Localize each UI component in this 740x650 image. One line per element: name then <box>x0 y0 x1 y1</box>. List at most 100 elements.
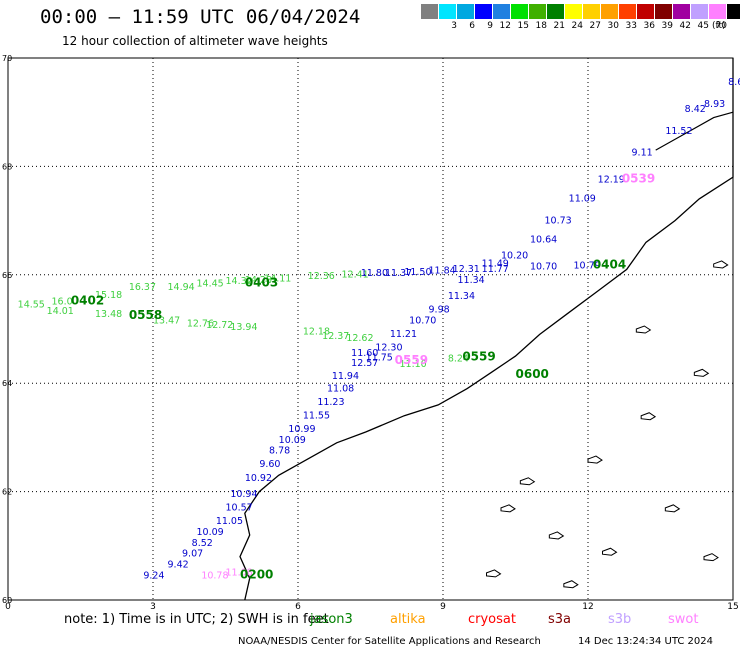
lake-outline <box>587 455 603 464</box>
scale-label: 6 <box>469 21 475 31</box>
scale-swatch <box>709 4 727 19</box>
wave-height-label: 11.50 <box>404 267 431 278</box>
wave-height-label: 10.09 <box>197 527 224 538</box>
scale-label: 15 <box>517 21 529 31</box>
lat-tick-label: 68 <box>2 162 12 171</box>
wave-height-label: 10.78 <box>201 570 228 581</box>
wave-height-label: 11.05 <box>216 516 243 527</box>
wave-height-label: 11.52 <box>665 126 692 137</box>
coastline <box>239 58 734 601</box>
lon-tick-label: 0 <box>5 602 11 612</box>
scale-label: 39 <box>661 21 673 31</box>
color-scale-unit: (ft) <box>712 21 726 31</box>
wave-height-label: 16.37 <box>129 282 156 293</box>
scale-swatch <box>655 4 673 19</box>
pass-time-label: 0558 <box>129 308 162 322</box>
wave-height-label: 12.31 <box>453 264 480 275</box>
mission-altika: altika <box>390 612 426 627</box>
wave-height-label: 13.94 <box>230 322 257 333</box>
lon-tick-label: 9 <box>440 602 446 612</box>
wave-height-label: 12.41 <box>342 270 369 281</box>
lake-outline <box>500 504 516 513</box>
wave-height-label: 13.47 <box>153 316 180 327</box>
wave-height-label: 8.24 <box>448 354 469 365</box>
wave-height-label: 11.37 <box>385 268 412 279</box>
lake-outline <box>602 547 618 556</box>
lon-tick-label: 3 <box>150 602 156 612</box>
note-text: note: 1) Time is in UTC; 2) SWH is in fe… <box>64 612 329 627</box>
wave-height-color-scale <box>421 4 740 19</box>
scale-swatch <box>601 4 619 19</box>
lake-outline <box>703 553 719 562</box>
pass-time-label: 0200 <box>240 567 273 581</box>
wave-height-label: 8.52 <box>192 538 213 549</box>
pass-time-label: 0559 <box>462 349 495 363</box>
mission-s3a: s3a <box>548 612 572 627</box>
scale-swatch <box>547 4 565 19</box>
wave-height-label: 9.60 <box>259 459 280 470</box>
pass-time-label: 0402 <box>71 294 104 308</box>
footer-timestamp: 14 Dec 13:24:34 UTC 2024 <box>578 636 713 647</box>
wave-height-label: 12.19 <box>598 175 625 186</box>
scale-swatch <box>529 4 547 19</box>
map-frame <box>7 57 734 601</box>
wave-height-label: 12.62 <box>346 333 373 344</box>
wave-height-label: 10.70 <box>530 261 557 272</box>
map-title: 00:00 – 11:59 UTC 06/04/2024 <box>40 6 361 28</box>
scale-label: 18 <box>535 21 547 31</box>
wave-height-label: 14.55 <box>18 299 45 310</box>
lake-outline <box>486 569 502 578</box>
wave-height-label: 11.08 <box>327 383 354 394</box>
wave-height-label: 10.20 <box>501 251 528 262</box>
mission-swot: swot <box>668 612 699 627</box>
scale-label: 27 <box>589 21 601 31</box>
lake-outline <box>563 580 579 589</box>
wave-height-label: 11.84 <box>429 266 456 277</box>
wave-height-label: 10.09 <box>279 435 306 446</box>
wave-height-label: 10.57 <box>226 503 253 514</box>
wave-height-label: 9.24 <box>143 570 164 581</box>
lat-tick-label: 60 <box>2 596 12 605</box>
scale-label: 30 <box>607 21 619 31</box>
scale-label: 3 <box>451 21 457 31</box>
wave-height-label: 8.6 <box>728 77 740 88</box>
wave-height-label: 12.37 <box>322 331 349 342</box>
wave-height-label: 9.98 <box>429 305 450 316</box>
wave-height-label: 10.64 <box>530 234 557 245</box>
wave-height-label: 14.11 <box>264 273 291 284</box>
scale-swatch <box>565 4 583 19</box>
lon-tick-label: 12 <box>582 602 593 612</box>
wave-height-label: 11.23 <box>317 397 344 408</box>
wave-height-label: 11.94 <box>332 371 359 382</box>
wave-height-label: 10.70 <box>409 316 436 327</box>
scale-label: 70 <box>715 21 727 31</box>
wave-height-label: 11.34 <box>448 291 475 302</box>
scale-swatch <box>457 4 475 19</box>
pass-time-label: 0600 <box>516 367 549 381</box>
mission-cryosat: cryosat <box>468 612 516 627</box>
color-scale-labels: 3 6 9 12 15 18 21 24 27 30 33 36 39 42 45 70 <box>421 21 740 31</box>
wave-height-label: 14.94 <box>168 282 195 293</box>
island-outline <box>655 111 734 151</box>
wave-height-label: 11.34 <box>458 275 485 286</box>
wave-height-label: 14.01 <box>47 306 74 317</box>
wave-height-label: 14.45 <box>197 279 224 290</box>
wave-height-label: 10.94 <box>230 489 257 500</box>
wave-height-label: 11.49 <box>482 259 509 270</box>
wave-height-label: 11.55 <box>303 410 330 421</box>
lake-outline <box>640 412 657 421</box>
wave-height-label: 10.79 <box>574 260 601 271</box>
wave-height-label: 10.99 <box>288 424 315 435</box>
scale-label: 21 <box>553 21 565 31</box>
wave-height-label: 8.42 <box>685 104 706 115</box>
wave-height-label: 9.11 <box>632 148 653 159</box>
wave-height-label: 12.18 <box>303 326 330 337</box>
lake-outline <box>713 260 729 269</box>
scale-label: 24 <box>571 21 583 31</box>
wave-height-label: 11.10 <box>400 359 427 370</box>
pass-time-label: 0403 <box>245 276 278 290</box>
wave-height-label: 11.60 <box>351 348 378 359</box>
wave-height-label: 15.18 <box>95 290 122 301</box>
scale-swatch <box>439 4 457 19</box>
footer-credit: NOAA/NESDIS Center for Satellite Applica… <box>238 636 541 647</box>
